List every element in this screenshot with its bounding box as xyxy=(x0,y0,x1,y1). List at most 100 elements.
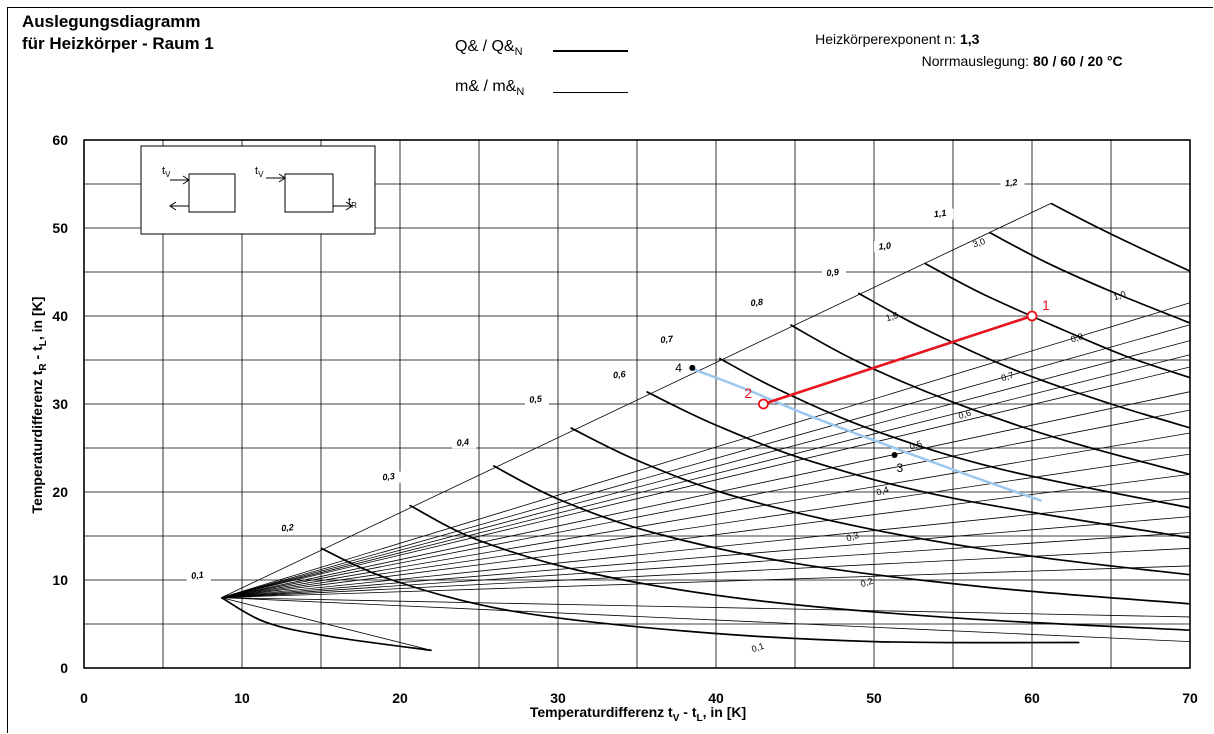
heat-ratio-curve xyxy=(718,357,1191,509)
heat-ratio-label: 0,8 xyxy=(750,297,763,308)
exponent-label: Heizkörperexponent n: xyxy=(815,31,956,47)
mass-ratio-line xyxy=(221,516,1191,598)
y-tick-label: 0 xyxy=(60,660,68,676)
operating-line: 1 2 3 4 xyxy=(675,297,1050,475)
mass-ratio-line xyxy=(221,324,1191,598)
axis-ticks: 0 10 20 30 40 50 60 70 0 10 20 30 40 50 60 xyxy=(52,132,1198,706)
return-arrow-right-icon xyxy=(333,201,353,211)
x-tick-label: 40 xyxy=(708,690,724,706)
mass-ratio-label: 0,2 xyxy=(859,576,874,589)
legend-mass-ratio-line xyxy=(553,92,628,93)
heat-ratio-label-bg xyxy=(608,369,633,381)
heat-ratio-label-bg xyxy=(1000,177,1025,189)
mass-ratio-label: 0,3 xyxy=(845,530,860,543)
heat-ratio-label-bg xyxy=(186,570,211,582)
heat-ratio-label: 0,5 xyxy=(529,394,543,405)
x-tick-label: 50 xyxy=(866,690,882,706)
heat-ratio-label: 1,1 xyxy=(933,208,946,219)
inset-label-tv-right: tV xyxy=(255,165,264,179)
x-tick-label: 10 xyxy=(234,690,250,706)
heat-ratio-curve xyxy=(988,231,1191,324)
heat-ratio-curve xyxy=(221,596,432,652)
operating-point-1 xyxy=(1026,310,1038,322)
norm-value: 80 / 60 / 20 °C xyxy=(1033,53,1123,69)
legend-heat-ratio-sub: N xyxy=(514,46,523,59)
heat-ratio-curve xyxy=(646,390,1191,539)
heat-ratio-label-bg xyxy=(821,267,846,279)
heat-ratio-label: 1,2 xyxy=(1004,177,1017,188)
inset-label-tr: tR xyxy=(348,196,357,210)
marker-point xyxy=(689,364,696,371)
legend-mass-ratio-text: m& / m& xyxy=(455,78,517,95)
chart-title-line2: für Heizkörper - Raum 1 xyxy=(22,34,214,53)
heat-ratio-label: 0,7 xyxy=(660,334,674,345)
mass-ratio-line xyxy=(221,409,1191,598)
mass-ratio-label: 0,4 xyxy=(875,484,890,497)
heat-ratio-label: 1,0 xyxy=(878,241,891,252)
mass-ratio-label: 1,5 xyxy=(885,310,900,323)
heat-ratio-curves xyxy=(221,202,1191,652)
mass-ratio-line xyxy=(221,497,1191,598)
x-tick-label: 70 xyxy=(1182,690,1198,706)
heat-ratio-label: 0,3 xyxy=(382,471,395,482)
norm-label: Norrmauslegung: xyxy=(921,53,1029,69)
heat-ratio-label: 0,6 xyxy=(613,369,627,380)
chart-frame xyxy=(7,7,1213,733)
heat-ratio-label-bg xyxy=(524,394,549,406)
heat-ratio-label-bg xyxy=(276,522,301,534)
y-tick-label: 60 xyxy=(52,132,68,148)
mass-ratio-label: 1,0 xyxy=(1112,289,1127,302)
mass-ratio-line xyxy=(221,391,1191,598)
x-tick-label: 30 xyxy=(550,690,566,706)
marker-label: 4 xyxy=(675,361,682,375)
mass-ratio-label: 0,8 xyxy=(1069,331,1084,344)
inset-box xyxy=(140,145,376,235)
heat-ratio-curve xyxy=(409,504,1191,632)
supply-arrow-left-icon xyxy=(170,175,190,185)
return-arrow-left-icon xyxy=(169,201,189,211)
heat-ratio-label-bg xyxy=(746,297,771,309)
mass-ratio-line xyxy=(221,432,1191,598)
y-tick-label: 20 xyxy=(52,484,68,500)
plot-border xyxy=(83,139,1191,669)
heat-ratio-curve xyxy=(789,324,1191,476)
heat-ratio-curve xyxy=(320,547,1080,644)
legend-heat-ratio: Q& / Q&N xyxy=(455,38,523,58)
x-tick-label: 20 xyxy=(392,690,408,706)
x-tick-label: 0 xyxy=(80,690,88,706)
y-axis-label: Temperaturdifferenz tR - tL, in [K] xyxy=(29,297,49,514)
heat-ratio-label-bg xyxy=(452,437,477,449)
marker-point xyxy=(891,452,898,459)
y-tick-label: 50 xyxy=(52,220,68,236)
heat-ratio-label-bg xyxy=(874,241,899,253)
heat-ratio-label-bg xyxy=(656,334,681,346)
room-curve-line xyxy=(691,367,1042,502)
mass-ratio-line xyxy=(221,302,1191,598)
x-axis-label: Temperaturdifferenz tV - tL, in [K] xyxy=(530,704,746,724)
heat-ratio-curve xyxy=(492,464,1191,605)
mass-ratio-line xyxy=(221,354,1191,598)
heat-ratio-label: 0,2 xyxy=(281,522,294,533)
mass-ratio-label: 0,7 xyxy=(1000,370,1015,383)
mass-ratio-line xyxy=(221,597,1191,642)
mass-ratio-line xyxy=(221,532,1191,598)
heat-ratio-label-bg xyxy=(929,208,954,220)
chart-title-line1: Auslegungsdiagramm xyxy=(22,12,201,31)
mass-ratio-label: 3,0 xyxy=(971,236,986,249)
mass-ratio-lines xyxy=(221,202,1191,651)
heat-ratio-label-bg xyxy=(377,471,402,483)
y-tick-label: 10 xyxy=(52,572,68,588)
legend-mass-ratio-sub: N xyxy=(516,86,525,99)
mass-ratio-label: 0,1 xyxy=(750,641,765,654)
exponent-value: 1,3 xyxy=(960,31,980,47)
mass-ratio-line xyxy=(221,453,1191,598)
heat-ratio-label: 0,4 xyxy=(456,437,469,448)
legend-heat-ratio-line xyxy=(553,50,628,52)
x-tick-label: 60 xyxy=(1024,690,1040,706)
heat-ratio-curve xyxy=(924,262,1191,379)
legend-mass-ratio: m& / m&N xyxy=(455,78,524,98)
operating-line-segment xyxy=(762,314,1033,406)
mass-ratio-line xyxy=(221,597,432,651)
marker-label: 3 xyxy=(897,461,904,475)
